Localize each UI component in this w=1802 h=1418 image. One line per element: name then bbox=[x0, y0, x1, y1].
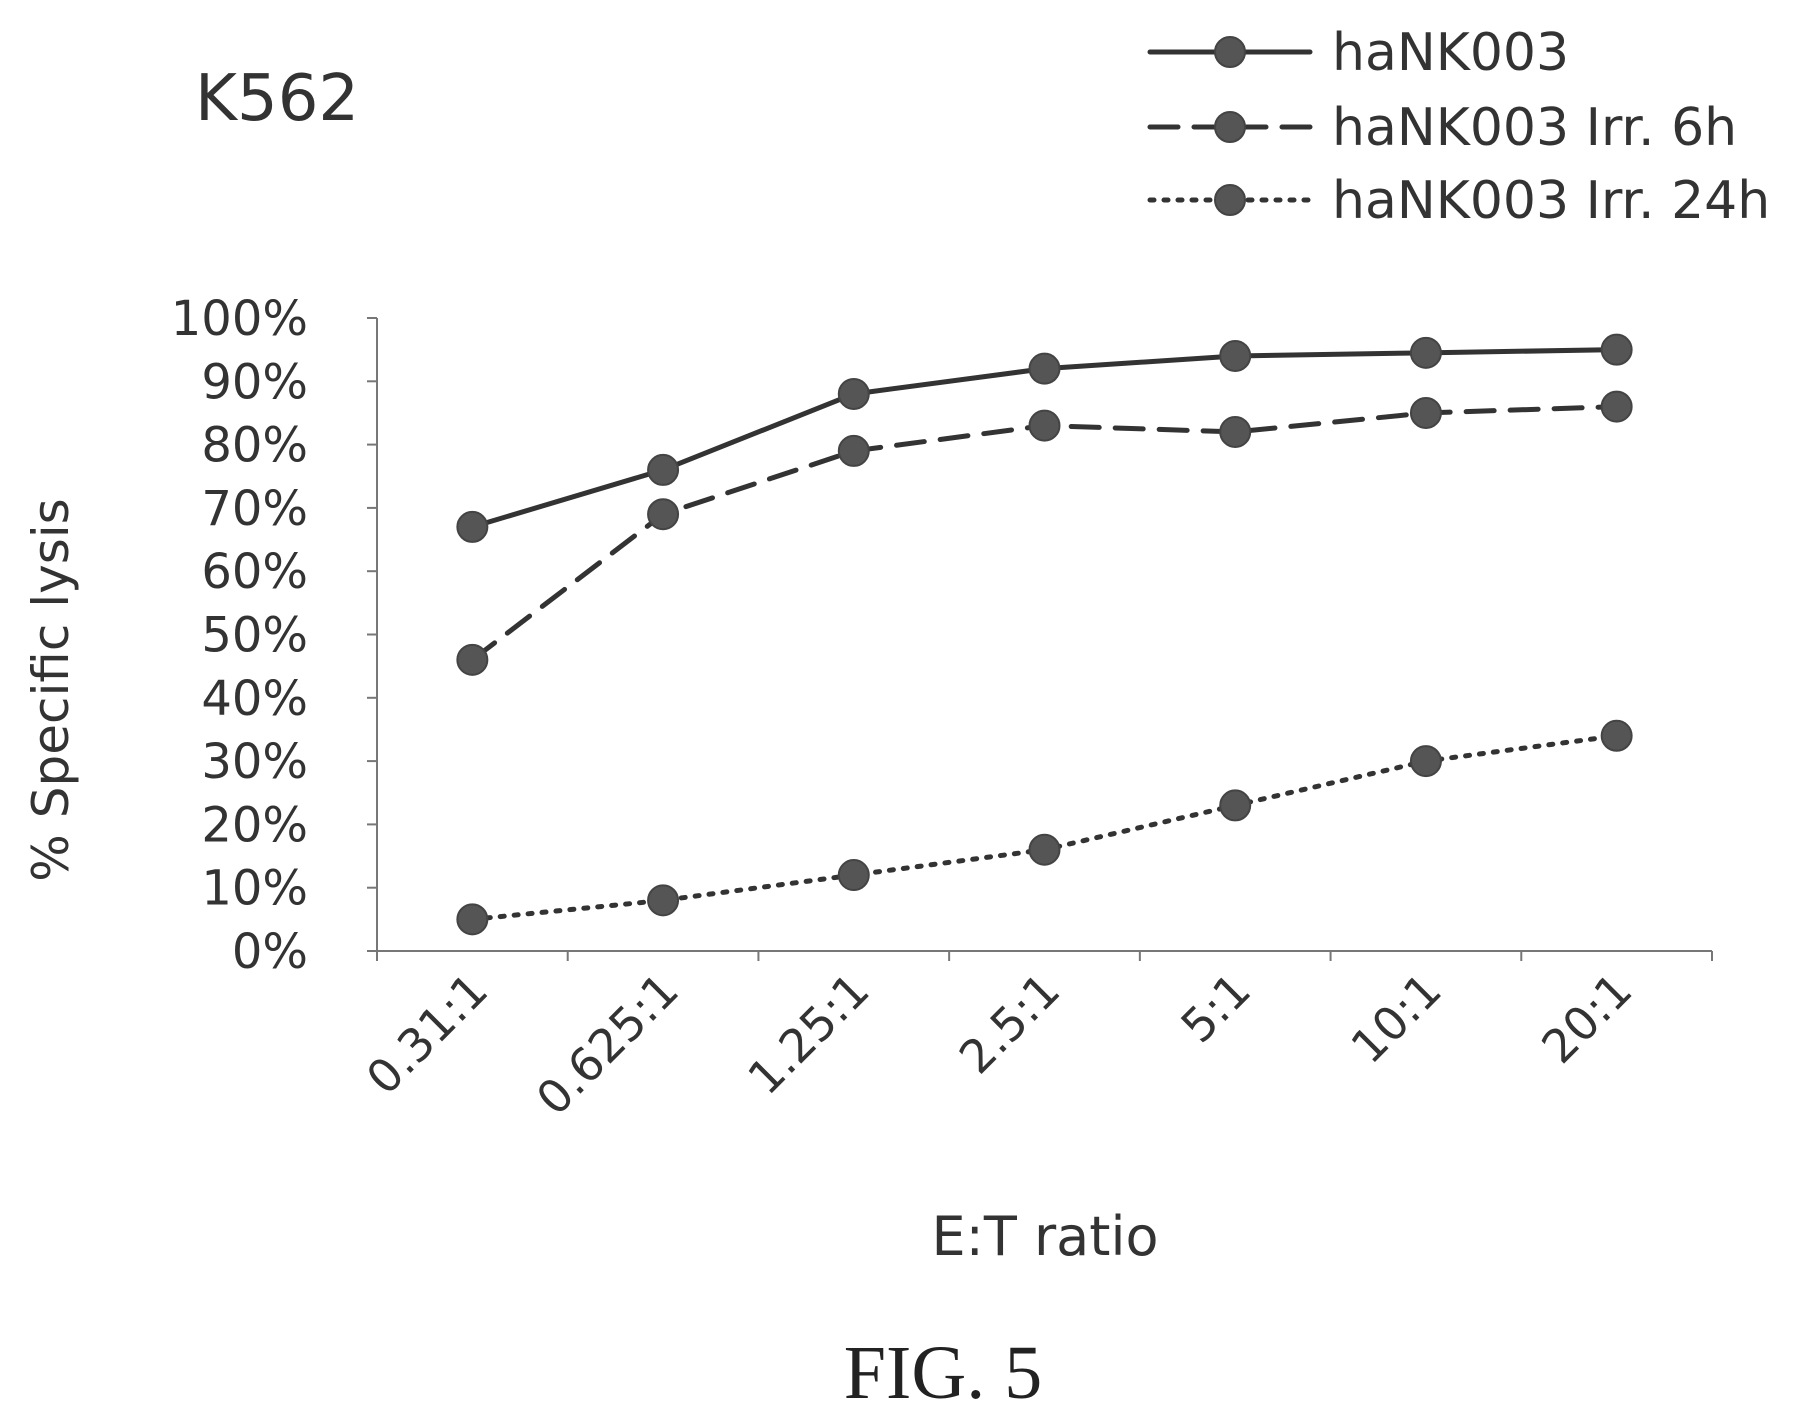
data-point bbox=[837, 434, 870, 467]
y-tick-label: 40% bbox=[201, 671, 308, 727]
data-point bbox=[837, 859, 870, 892]
y-tick-label: 60% bbox=[201, 544, 308, 600]
y-tick-label: 30% bbox=[201, 734, 308, 790]
series-line bbox=[469, 404, 1620, 663]
y-tick-label: 50% bbox=[201, 608, 308, 664]
y-axis-label: % Specific lysis bbox=[22, 498, 80, 881]
data-point bbox=[1409, 396, 1442, 429]
data-point bbox=[1409, 745, 1442, 778]
series-line bbox=[469, 733, 1620, 922]
y-tick-label: 90% bbox=[201, 354, 308, 410]
y-tick-label: 70% bbox=[201, 481, 308, 537]
data-point bbox=[1600, 390, 1633, 423]
data-point bbox=[1219, 415, 1252, 448]
data-point bbox=[647, 453, 680, 486]
legend-label: haNK003 bbox=[1332, 23, 1569, 83]
data-point bbox=[647, 884, 680, 917]
y-tick-label: 80% bbox=[201, 418, 308, 474]
figure-caption: FIG. 5 bbox=[844, 1331, 1042, 1415]
data-point bbox=[1219, 789, 1252, 822]
x-tick-label: 0.625:1 bbox=[526, 963, 689, 1126]
y-tick-label: 100% bbox=[171, 291, 308, 347]
data-point bbox=[837, 377, 870, 410]
legend: haNK003 haNK003 Irr. 6h haNK003 Irr. 24h bbox=[1147, 23, 1770, 231]
x-tick-label: 0.31:1 bbox=[356, 963, 498, 1105]
data-point bbox=[1600, 719, 1633, 752]
legend-marker bbox=[1214, 184, 1246, 216]
y-axis: 0% 10% 20% 30% 40% 50% 60% 70% 80% 90% 100% bbox=[171, 291, 378, 980]
data-point bbox=[1409, 336, 1442, 369]
data-point bbox=[456, 643, 489, 676]
data-point bbox=[647, 498, 680, 531]
data-point bbox=[456, 903, 489, 936]
y-tick-label: 20% bbox=[201, 797, 308, 853]
data-point bbox=[1219, 339, 1252, 372]
x-axis-label: E:T ratio bbox=[932, 1205, 1159, 1268]
x-tick-label: 2.5:1 bbox=[949, 963, 1071, 1085]
plot-area: 0% 10% 20% 30% 40% 50% 60% 70% 80% 90% 100% 0.31:1… bbox=[171, 291, 1713, 1126]
y-tick-label: 10% bbox=[201, 861, 308, 917]
legend-marker bbox=[1214, 36, 1246, 68]
x-tick-label: 1.25:1 bbox=[737, 963, 879, 1105]
x-tick-label: 10:1 bbox=[1340, 963, 1451, 1074]
legend-marker bbox=[1214, 111, 1246, 143]
series-layer bbox=[456, 333, 1633, 936]
data-point bbox=[1600, 333, 1633, 366]
data-point bbox=[1028, 409, 1061, 442]
data-point bbox=[1028, 833, 1061, 866]
x-tick-label: 20:1 bbox=[1531, 963, 1642, 1074]
data-point bbox=[456, 510, 489, 543]
y-tick-label: 0% bbox=[232, 924, 308, 980]
data-point bbox=[1028, 352, 1061, 385]
chart-title: K562 bbox=[195, 62, 359, 136]
x-axis: 0.31:1 0.625:1 1.25:1 2.5:1 5:1 10:1 20:1 bbox=[356, 950, 1713, 1126]
x-tick-label: 5:1 bbox=[1170, 963, 1261, 1054]
legend-label: haNK003 Irr. 6h bbox=[1332, 98, 1737, 158]
legend-label: haNK003 Irr. 24h bbox=[1332, 171, 1770, 231]
